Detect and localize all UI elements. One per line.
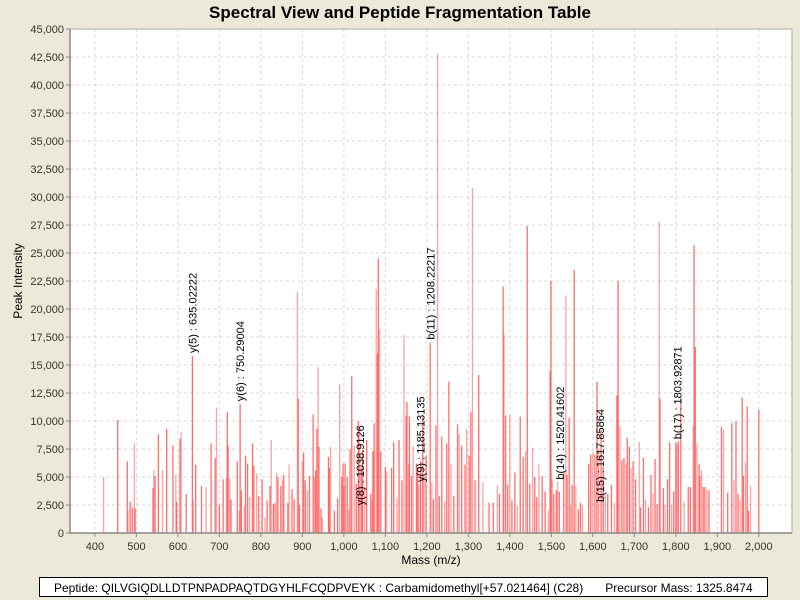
x-tick-label: 1,400 xyxy=(496,541,524,553)
y-tick-label: 12,500 xyxy=(30,388,64,400)
x-tick-label: 1,900 xyxy=(704,541,732,553)
peak-annotation: b(14) : 1520.41602 xyxy=(555,387,567,480)
y-tick-label: 30,000 xyxy=(30,192,64,204)
y-tick-label: 35,000 xyxy=(30,136,64,148)
x-tick-label: 1,700 xyxy=(621,541,649,553)
x-tick-label: 500 xyxy=(127,541,145,553)
y-ticks: 0 2,500 5,000 7,500 10,000 12,500 15,000 17,500… xyxy=(30,24,70,540)
y-tick-label: 40,000 xyxy=(30,80,64,92)
y-tick-label: 17,500 xyxy=(30,332,64,344)
precursor-mass: Precursor Mass: 1325.8474 xyxy=(605,581,753,595)
x-ticks: 400 500 600 700 800 900 1,000 1,100 1,200 1,300 1,… xyxy=(86,533,773,553)
peak-annotation: b(17) : 1803.92871 xyxy=(672,346,684,439)
x-tick-label: 600 xyxy=(169,541,187,553)
peak-annotation: y(8) : 1038.9126 xyxy=(355,425,367,505)
y-tick-label: 45,000 xyxy=(30,24,64,36)
peak-annotation: y(5) : 635.02222 xyxy=(187,273,199,353)
peak-bars xyxy=(102,53,760,533)
chart-title: Spectral View and Peptide Fragmentation … xyxy=(209,3,591,22)
y-tick-label: 37,500 xyxy=(30,108,64,120)
peptide-info-box: Peptide: QILVGIQDLLDTPNPADPAQTDGYHLFCQDP… xyxy=(39,577,768,597)
peak-annotation: y(9) : 1185.13135 xyxy=(416,396,428,481)
x-tick-label: 400 xyxy=(86,541,104,553)
x-tick-label: 1,100 xyxy=(372,541,400,553)
annotations: y(5) : 635.02222 y(6) : 750.29004 y(8) : 1… xyxy=(187,247,684,505)
x-tick-label: 1,200 xyxy=(413,541,441,553)
x-tick-label: 1,000 xyxy=(330,541,358,553)
y-tick-label: 10,000 xyxy=(30,416,64,428)
spectrum-chart: y(5) : 635.02222 y(6) : 750.29004 y(8) : 1… xyxy=(11,24,793,567)
y-tick-label: 7,500 xyxy=(36,444,64,456)
y-axis-label: Peak Intensity xyxy=(11,243,25,318)
y-tick-label: 32,500 xyxy=(30,164,64,176)
x-tick-label: 700 xyxy=(210,541,228,553)
y-tick-label: 2,500 xyxy=(36,500,64,512)
x-tick-label: 1,600 xyxy=(579,541,607,553)
x-tick-label: 1,800 xyxy=(662,541,690,553)
y-tick-label: 42,500 xyxy=(30,52,64,64)
peptide-sequence: Peptide: QILVGIQDLLDTPNPADPAQTDGYHLFCQDP… xyxy=(54,581,584,595)
peak-annotation: b(15) : 1617.85864 xyxy=(595,409,607,502)
x-tick-label: 800 xyxy=(252,541,270,553)
y-tick-label: 15,000 xyxy=(30,360,64,372)
peak-annotation: b(11) : 1208.22217 xyxy=(425,247,437,339)
peak-annotation: y(6) : 750.29004 xyxy=(235,321,247,401)
x-tick-label: 2,000 xyxy=(745,541,773,553)
y-tick-label: 0 xyxy=(58,528,64,540)
y-tick-label: 25,000 xyxy=(30,248,64,260)
x-tick-label: 900 xyxy=(293,541,311,553)
y-tick-label: 22,500 xyxy=(30,276,64,288)
x-tick-label: 1,300 xyxy=(455,541,483,553)
x-tick-label: 1,500 xyxy=(538,541,566,553)
y-tick-label: 20,000 xyxy=(30,304,64,316)
y-tick-label: 5,000 xyxy=(36,472,64,484)
x-axis-label: Mass (m/z) xyxy=(401,553,460,567)
y-tick-label: 27,500 xyxy=(30,220,64,232)
